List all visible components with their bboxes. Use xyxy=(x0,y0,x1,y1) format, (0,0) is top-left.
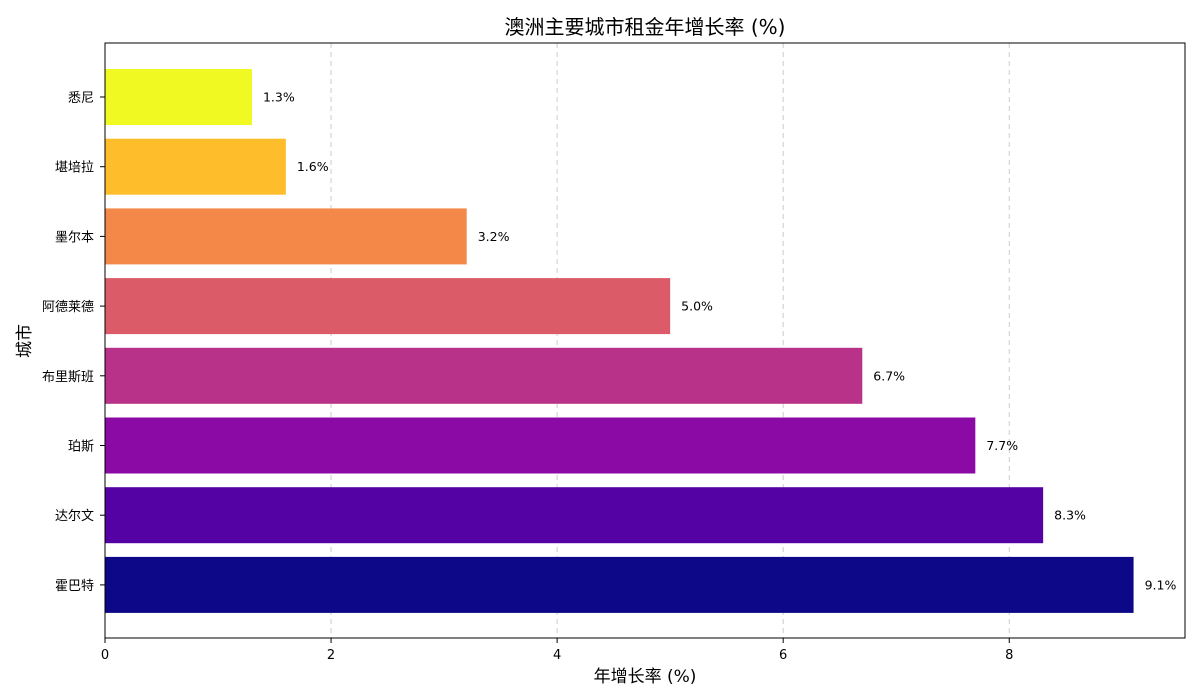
bar-5 xyxy=(105,208,467,265)
value-label-6: 1.6% xyxy=(297,159,329,174)
y-tick-label-3: 布里斯班 xyxy=(42,370,94,385)
y-tick-label-6: 堪培拉 xyxy=(55,160,94,176)
value-label-2: 7.7% xyxy=(986,438,1018,453)
value-label-1: 8.3% xyxy=(1054,508,1086,523)
bars xyxy=(105,69,1134,613)
x-axis-ticks: 0 2 4 6 8 xyxy=(101,638,1013,663)
bar-6 xyxy=(105,138,286,195)
y-tick-label-2: 珀斯 xyxy=(68,440,94,455)
y-tick-label-0: 霍巴特 xyxy=(55,579,94,594)
value-label-0: 9.1% xyxy=(1145,577,1177,592)
x-axis-label: 年增长率 (%) xyxy=(594,667,697,687)
value-labels: 9.1% 8.3% 7.7% 6.7% 5.0% 3.2% 1.6% 1.3% xyxy=(263,90,1177,593)
bar-2 xyxy=(105,417,976,474)
y-axis-label: 城市 xyxy=(15,324,35,358)
y-axis-ticks: 霍巴特 达尔文 珀斯 布里斯班 阿德莱德 墨尔本 堪培拉 悉尼 xyxy=(42,91,105,594)
y-tick-label-4: 阿德莱德 xyxy=(42,300,94,315)
x-tick-label-1: 2 xyxy=(327,648,335,663)
chart-title: 澳洲主要城市租金年增长率 (%) xyxy=(505,15,786,39)
x-tick-label-2: 4 xyxy=(553,648,561,663)
value-label-3: 6.7% xyxy=(873,368,905,383)
bar-0 xyxy=(105,556,1134,613)
value-label-4: 5.0% xyxy=(681,299,713,314)
x-gridlines xyxy=(330,43,1010,638)
x-tick-label-0: 0 xyxy=(101,648,109,663)
value-label-5: 3.2% xyxy=(478,229,510,244)
value-label-7: 1.3% xyxy=(263,90,295,105)
plot-frame xyxy=(104,42,1186,639)
bar-1 xyxy=(105,487,1044,544)
bar-3 xyxy=(105,347,863,404)
y-tick-label-1: 达尔文 xyxy=(55,509,94,524)
bar-7 xyxy=(105,69,252,125)
x-tick-label-3: 6 xyxy=(779,648,787,663)
bar-4 xyxy=(105,278,671,335)
y-tick-label-7: 悉尼 xyxy=(68,91,94,106)
x-tick-label-4: 8 xyxy=(1005,648,1013,663)
y-tick-label-5: 墨尔本 xyxy=(55,230,94,245)
